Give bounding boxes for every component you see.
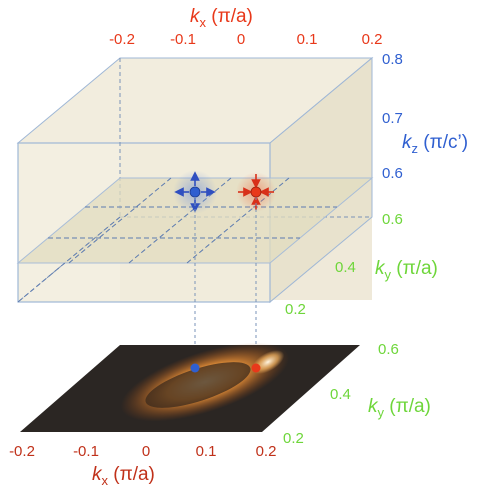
map-ky-tick: 0.2 bbox=[283, 430, 304, 447]
fermi-arc-inner bbox=[145, 362, 251, 408]
arpes-map bbox=[20, 342, 360, 432]
projection-lines bbox=[194, 197, 257, 368]
blue-projected-node bbox=[190, 363, 200, 373]
map-ky-title: ky (π/a) bbox=[368, 396, 431, 420]
box-ky-title: ky (π/a) bbox=[375, 258, 438, 282]
top-kx-tick: -0.2 bbox=[109, 31, 135, 48]
kz-tick: 0.8 bbox=[382, 51, 403, 68]
box-ky-tick: 0.4 bbox=[335, 259, 356, 276]
brillouin-box bbox=[16, 56, 374, 304]
map-kx-tick: 0 bbox=[142, 443, 150, 460]
top-kx-title: kx (π/a) bbox=[190, 6, 253, 30]
map-ky-tick: 0.4 bbox=[330, 386, 351, 403]
top-kx-tick: -0.1 bbox=[170, 31, 196, 48]
map-kx-axis: -0.2 -0.1 0 0.1 0.2 kx (π/a) bbox=[9, 443, 276, 488]
slice-grid bbox=[17, 177, 337, 303]
top-kx-axis: kx (π/a) -0.2 -0.1 0 0.1 0.2 bbox=[109, 6, 382, 48]
red-weyl-node bbox=[250, 186, 262, 198]
blue-weyl-node bbox=[189, 186, 201, 198]
map-ky-axis: 0.6 0.4 0.2 ky (π/a) bbox=[283, 341, 431, 447]
kz-axis: 0.8 0.7 0.6 kz (π/c’) bbox=[382, 51, 468, 182]
map-kx-title: kx (π/a) bbox=[92, 464, 155, 488]
map-kx-tick: -0.2 bbox=[9, 443, 35, 460]
kz-slice-plane bbox=[16, 177, 374, 264]
top-kx-tick: 0.2 bbox=[362, 31, 383, 48]
box-ky-tick: 0.2 bbox=[285, 301, 306, 318]
kz-title: kz (π/c’) bbox=[402, 132, 468, 156]
map-kx-tick: 0.1 bbox=[196, 443, 217, 460]
top-kx-tick: 0 bbox=[237, 31, 245, 48]
map-ky-tick: 0.6 bbox=[378, 341, 399, 358]
top-kx-tick: 0.1 bbox=[297, 31, 318, 48]
map-kx-tick: -0.1 bbox=[73, 443, 99, 460]
box-ky-axis: 0.6 0.4 0.2 ky (π/a) bbox=[285, 211, 438, 318]
map-kx-tick: 0.2 bbox=[256, 443, 277, 460]
kz-tick: 0.7 bbox=[382, 110, 403, 127]
box-ky-tick: 0.6 bbox=[382, 211, 403, 228]
red-projected-node bbox=[251, 363, 261, 373]
red-node-arrows bbox=[238, 174, 274, 210]
kz-tick: 0.6 bbox=[382, 165, 403, 182]
